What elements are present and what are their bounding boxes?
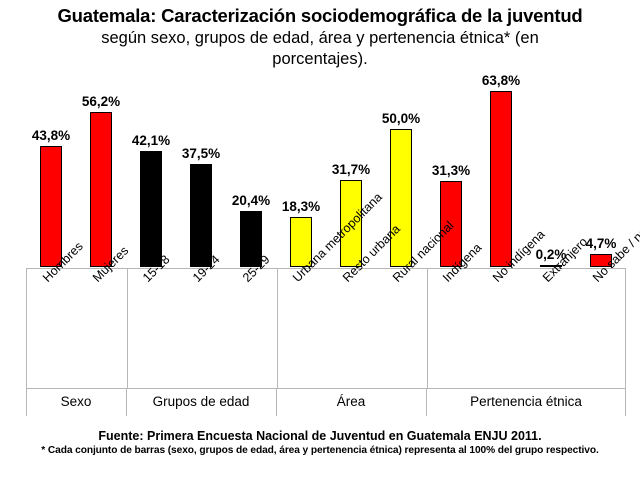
category-label-box: Hombres Mujeres 15-18 19-24 25-29 Urbana metr… bbox=[26, 186, 640, 389]
footnote-note: * Cada conjunto de barras (sexo, grupos … bbox=[41, 445, 599, 456]
bar-value-label: 0,2% bbox=[535, 247, 567, 262]
group-separator bbox=[427, 269, 428, 388]
bar-value-label: 42,1% bbox=[131, 133, 171, 148]
page-title: Guatemala: Caracterización sociodemográf… bbox=[57, 5, 583, 26]
bar-rural-nacional[interactable] bbox=[390, 129, 412, 267]
bar-value-label: 63,8% bbox=[481, 73, 521, 89]
bar-value-label: 4,7% bbox=[585, 236, 617, 252]
chart-footer: Fuente: Primera Encuesta Nacional de Juv… bbox=[0, 428, 640, 458]
chart-subtitle: según sexo, grupos de edad, área y perte… bbox=[101, 29, 539, 68]
bar-19-24[interactable] bbox=[190, 163, 212, 267]
group-separator bbox=[277, 269, 278, 388]
group-band-separator bbox=[126, 389, 127, 416]
bar-ind-gena[interactable] bbox=[440, 180, 462, 267]
bar-15-18[interactable] bbox=[140, 151, 162, 267]
group-separator bbox=[127, 269, 128, 388]
bar-value-label: 31,3% bbox=[431, 162, 471, 178]
group-label: Sexo bbox=[60, 394, 92, 409]
group-band-edge bbox=[625, 389, 626, 416]
bar-no-sabe-no-responde[interactable] bbox=[590, 254, 612, 267]
bar-hombres[interactable] bbox=[40, 146, 62, 267]
bar-resto-urbana[interactable] bbox=[340, 179, 362, 267]
bar-urbana-metropolitana[interactable] bbox=[290, 216, 312, 267]
bar-value-label: 18,3% bbox=[281, 198, 321, 214]
bar-value-label: 20,4% bbox=[231, 192, 271, 208]
bar-mujeres[interactable] bbox=[90, 112, 112, 267]
source-note: Fuente: Primera Encuesta Nacional de Juv… bbox=[98, 429, 542, 443]
bar-value-label: 56,2% bbox=[81, 94, 121, 110]
bar-value-label: 43,8% bbox=[31, 128, 71, 144]
bar-value-label: 31,7% bbox=[331, 161, 371, 177]
bar-no-ind-gena[interactable] bbox=[490, 91, 512, 267]
group-band-separator bbox=[276, 389, 277, 416]
group-label: Área bbox=[336, 394, 366, 409]
bar-value-label: 37,5% bbox=[181, 145, 221, 161]
bar-extranjero[interactable] bbox=[540, 265, 562, 267]
group-band-separator bbox=[426, 389, 427, 416]
bar-25-29[interactable] bbox=[240, 210, 262, 267]
group-label: Pertenencia étnica bbox=[470, 394, 582, 409]
group-band-edge bbox=[26, 389, 27, 416]
group-label: Grupos de edad bbox=[152, 394, 250, 409]
group-label-band: Sexo Grupos de edad Área Pertenencia étnica bbox=[26, 389, 626, 416]
chart-header: Guatemala: Caracterización sociodemográf… bbox=[0, 4, 640, 70]
bar-value-label: 50,0% bbox=[381, 111, 421, 127]
